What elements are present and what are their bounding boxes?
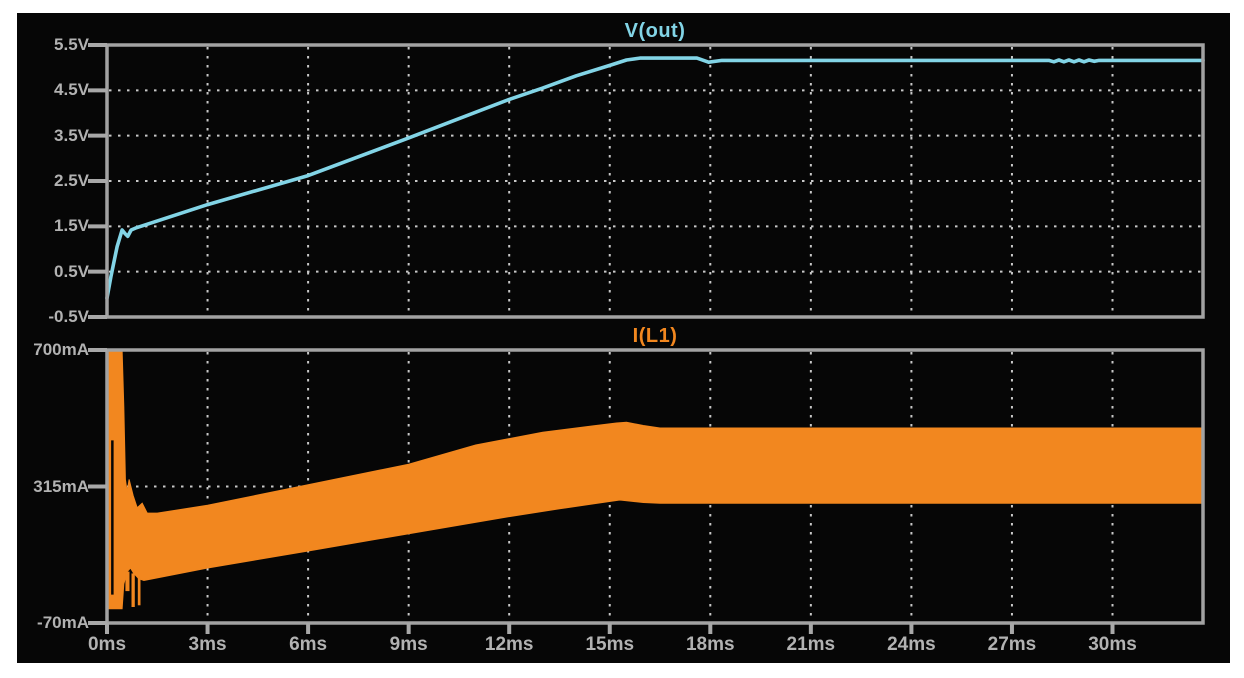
trace-il1-band	[106, 349, 1204, 610]
x-tick-label: 27ms	[987, 634, 1037, 655]
trace-vout	[105, 56, 1205, 300]
y-tick-label: 315mA	[33, 476, 89, 496]
x-tick-label: 0ms	[87, 634, 127, 655]
x-tick-label: 24ms	[887, 634, 936, 655]
y-tick-label: 0.5V	[54, 261, 89, 281]
plot-canvas[interactable]	[17, 13, 1230, 663]
trace-il1-spike	[131, 573, 135, 607]
trace-title-vout[interactable]: V(out)	[624, 20, 686, 42]
y-tick-label: 700mA	[33, 340, 89, 359]
y-tick-label: 3.5V	[54, 125, 89, 145]
y-tick-label: 1.5V	[54, 216, 89, 236]
trace-il1-spike	[137, 576, 141, 606]
y-tick-label: -0.5V	[48, 307, 89, 326]
y-tick-label: 2.5V	[54, 171, 89, 190]
x-tick-label: 9ms	[389, 634, 428, 655]
trace-title-il1[interactable]: I(L1)	[632, 325, 678, 347]
x-tick-label: 30ms	[1088, 634, 1137, 655]
trace-il1-spike	[125, 571, 130, 592]
y-tick-label: 4.5V	[54, 80, 89, 100]
x-tick-label: 6ms	[289, 634, 328, 655]
x-tick-label: 3ms	[188, 634, 227, 655]
x-tick-label: 12ms	[484, 634, 534, 655]
x-tick-label: 18ms	[685, 634, 735, 655]
x-tick-label: 15ms	[585, 634, 635, 655]
plot-panel: V(out) I(L1) 5.5V 4.5V 3.5V 2.5V 1.5V 0.5V -0.…	[17, 13, 1230, 663]
y-tick-label: -70mA	[37, 613, 89, 632]
y-tick-label: 5.5V	[54, 35, 89, 54]
x-tick-label: 21ms	[786, 634, 836, 655]
